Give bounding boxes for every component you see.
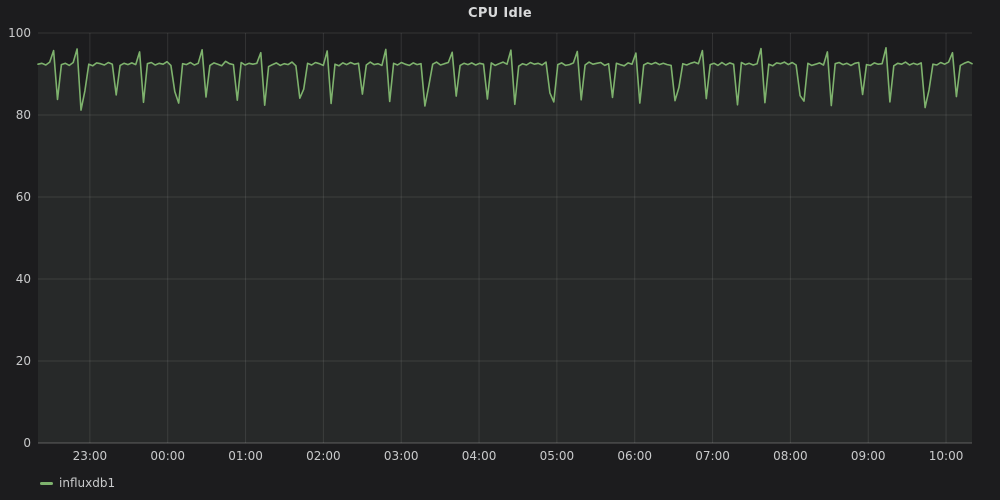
series-line: [37, 47, 973, 111]
y-axis-label: 100: [8, 26, 31, 40]
series-area: [38, 47, 972, 444]
x-axis-label: 02:00: [306, 449, 341, 463]
y-axis-label: 0: [23, 436, 31, 450]
x-axis-label: 08:00: [773, 449, 808, 463]
x-axis-label: 06:00: [617, 449, 652, 463]
x-axis-label: 10:00: [929, 449, 964, 463]
x-axis-label: 09:00: [851, 449, 886, 463]
legend: influxdb1: [40, 473, 115, 493]
x-axis-label: 03:00: [384, 449, 419, 463]
panel-title: CPU Idle: [468, 6, 532, 21]
time-series-chart[interactable]: 0 20 40 60 80 100 23:00 00:00 01:00 02:00 03:00 04:…: [0, 0, 1000, 470]
y-axis-label: 60: [16, 190, 31, 204]
x-axis-label: 23:00: [73, 449, 108, 463]
legend-item-influxdb1[interactable]: influxdb1: [40, 473, 115, 493]
x-axis-label: 05:00: [540, 449, 575, 463]
x-axis-label: 01:00: [228, 449, 263, 463]
x-axis-label: 07:00: [695, 449, 730, 463]
y-axis-label: 20: [16, 354, 31, 368]
y-axis-label: 40: [16, 272, 31, 286]
y-axis-label: 80: [16, 108, 31, 122]
x-axis-label: 00:00: [150, 449, 185, 463]
x-axis-label: 04:00: [462, 449, 497, 463]
legend-series-marker-icon: [40, 481, 53, 485]
legend-series-label: influxdb1: [59, 476, 116, 490]
